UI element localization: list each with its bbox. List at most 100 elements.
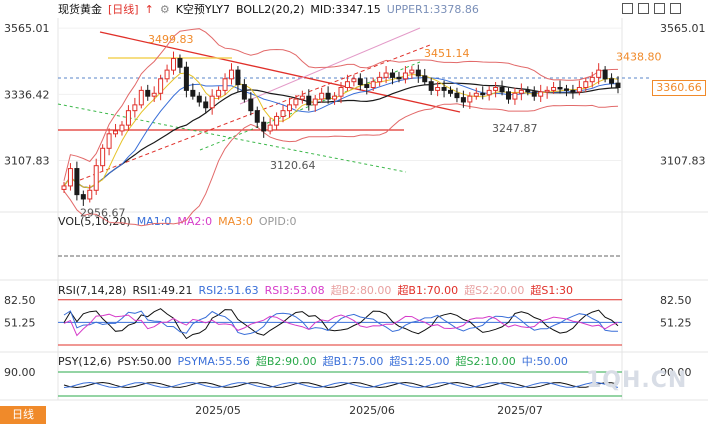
boll-lower-band xyxy=(63,103,619,227)
candle-body xyxy=(518,89,524,94)
psy-b1: 超B1:75.00 xyxy=(322,355,384,368)
restore-box-icon[interactable] xyxy=(654,3,665,14)
period-label[interactable]: [日线] xyxy=(108,3,139,16)
period-tab[interactable]: 日线 xyxy=(0,406,46,424)
y-tick-label: 3107.83 xyxy=(4,155,50,168)
settings-icon[interactable]: ⚙ xyxy=(159,3,170,16)
boll-mid: MID:3347.15 xyxy=(310,3,381,16)
rsi-level-label: 51.25 xyxy=(4,316,36,329)
candle-body xyxy=(216,89,222,97)
candle-body xyxy=(563,88,569,91)
candle-body xyxy=(460,97,466,103)
candle-body xyxy=(125,110,131,126)
candle-body xyxy=(100,147,106,167)
candle-body xyxy=(544,89,550,93)
price-annotation: 3247.87 xyxy=(492,122,538,135)
boll-name: BOLL2(20,2) xyxy=(236,3,305,16)
x-axis-label: 2025/07 xyxy=(497,404,543,417)
candle-body xyxy=(209,95,215,109)
close-box-icon[interactable] xyxy=(670,3,681,14)
candle-body xyxy=(596,69,602,78)
candle-body xyxy=(390,72,396,78)
candle-body xyxy=(441,86,447,91)
candle-body xyxy=(357,78,363,86)
vol-name: VOL(5,10,20) xyxy=(58,215,131,228)
channel-line-pink xyxy=(239,27,421,105)
y-tick-label: 3336.42 xyxy=(4,88,50,101)
candle-body xyxy=(589,76,595,83)
rsi3-value: RSI3:53.08 xyxy=(264,284,325,297)
candle-body xyxy=(551,86,557,91)
candle-body xyxy=(254,110,260,123)
rsi-b2: 超B2:80.00 xyxy=(330,284,392,297)
candle-body xyxy=(570,89,576,93)
candle-body xyxy=(499,86,505,93)
psy-value: PSY:50.00 xyxy=(117,355,172,368)
y-tick-label-right: 3107.83 xyxy=(660,155,706,168)
candle-body xyxy=(241,84,247,100)
current-price-tag: 3360.66 xyxy=(652,80,706,96)
psy-level-label: 90.00 xyxy=(4,366,36,379)
plus-box-icon[interactable] xyxy=(638,3,649,14)
candle-body xyxy=(145,89,151,97)
candle-body xyxy=(325,92,331,100)
candle-body xyxy=(196,95,202,103)
trendline-red-down xyxy=(99,31,461,113)
candle-body xyxy=(248,98,254,112)
psy-legend: PSY(12,6) PSY:50.00 PSYMA:55.56 超B2:90.00 超B… xyxy=(58,355,574,369)
candle-body xyxy=(531,91,537,97)
psy-s2: 超S2:10.00 xyxy=(455,355,516,368)
candle-body xyxy=(377,76,383,83)
vol-ma3: MA3:0 xyxy=(218,215,253,228)
up-arrow-icon: ↑ xyxy=(144,3,154,16)
vol-opid: OPID:0 xyxy=(258,215,297,228)
candle-body xyxy=(171,58,177,71)
candle-body xyxy=(151,92,157,97)
psy-mid: 中:50.00 xyxy=(521,355,568,368)
candle-body xyxy=(183,66,189,91)
rsi-level-label-right: 51.25 xyxy=(660,316,692,329)
candle-body xyxy=(402,72,408,80)
candle-body xyxy=(525,89,531,93)
candle-body xyxy=(370,81,376,88)
candle-body xyxy=(274,115,280,126)
rsi-b1: 超B1:70.00 xyxy=(397,284,459,297)
candle-body xyxy=(280,110,286,117)
candle-body xyxy=(261,121,267,132)
candle-body xyxy=(87,189,93,200)
psy-level-label-right: 90.00 xyxy=(660,366,692,379)
candle-body xyxy=(286,104,292,112)
candle-body xyxy=(344,81,350,88)
candle-body xyxy=(177,58,183,68)
candle-body xyxy=(609,78,615,84)
candle-body xyxy=(106,133,112,149)
candle-body xyxy=(473,92,479,97)
candle-body xyxy=(80,194,86,200)
rsi-line xyxy=(63,313,619,337)
price-annotation: 3438.80 xyxy=(616,51,662,64)
rsi-line xyxy=(63,308,619,340)
candle-body xyxy=(132,104,138,112)
trendline-green-dashed xyxy=(57,103,407,173)
vol-ma2: MA2:0 xyxy=(177,215,213,228)
price-annotation: 3120.64 xyxy=(270,159,316,172)
candle-body xyxy=(505,91,511,100)
candle-body xyxy=(293,98,299,106)
candle-body xyxy=(364,84,370,88)
candle-body xyxy=(306,95,312,106)
rsi-line xyxy=(63,310,619,336)
price-annotation: 2956.67 xyxy=(80,206,126,219)
candle-body xyxy=(267,124,273,132)
minus-box-icon[interactable] xyxy=(622,3,633,14)
candle-body xyxy=(67,168,73,187)
y-tick-label: 3565.01 xyxy=(4,22,50,35)
candle-body xyxy=(480,92,486,96)
watermark-logo: 1QH.CN xyxy=(586,368,688,393)
candle-body xyxy=(158,78,164,94)
price-annotation: 3499.83 xyxy=(148,33,194,46)
psy-name: PSY(12,6) xyxy=(58,355,112,368)
candle-body xyxy=(222,78,228,91)
rsi-s2: 超S2:20.00 xyxy=(464,284,525,297)
rsi-level-label: 82.50 xyxy=(4,294,36,307)
